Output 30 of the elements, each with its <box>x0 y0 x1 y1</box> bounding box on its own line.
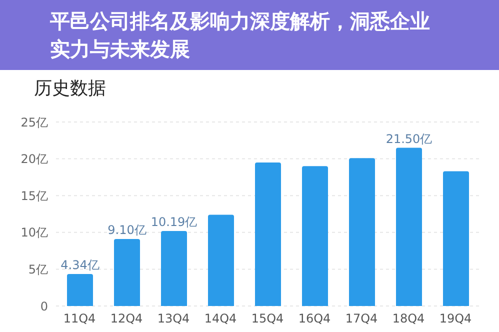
y-tick-label: 10亿 <box>20 226 48 240</box>
data-label: 4.34亿 <box>60 258 100 272</box>
bar <box>208 214 234 306</box>
data-label: 10.19亿 <box>150 215 198 229</box>
y-tick-label: 0 <box>40 299 48 314</box>
x-tick-label: 18Q4 <box>392 312 425 326</box>
bar <box>302 166 328 306</box>
bar <box>349 158 375 306</box>
x-tick-label: 13Q4 <box>157 312 190 326</box>
bar <box>114 239 140 306</box>
data-label: 9.10亿 <box>108 223 146 238</box>
x-tick-label: 15Q4 <box>251 312 284 326</box>
bar <box>443 171 469 306</box>
x-tick-label: 14Q4 <box>204 312 237 326</box>
bar <box>67 274 93 306</box>
y-tick-label: 20亿 <box>20 152 48 166</box>
bar <box>161 231 187 306</box>
bar <box>255 162 281 306</box>
x-tick-label: 19Q4 <box>439 312 472 326</box>
bar <box>396 148 422 306</box>
y-tick-label: 25亿 <box>20 115 48 130</box>
data-label: 21.50亿 <box>386 132 432 146</box>
y-tick-label: 5亿 <box>28 262 48 276</box>
chart-title: 历史数据 <box>34 77 106 100</box>
x-tick-label: 11Q4 <box>63 312 96 326</box>
x-tick-label: 12Q4 <box>110 312 143 326</box>
x-tick-label: 17Q4 <box>345 312 378 326</box>
y-tick-label: 15亿 <box>20 188 48 203</box>
chart-subtitle: 平邑公司排名及影响力深度解析，洞悉企业实力与未来发展 <box>0 0 499 70</box>
x-tick-label: 16Q4 <box>298 312 331 326</box>
